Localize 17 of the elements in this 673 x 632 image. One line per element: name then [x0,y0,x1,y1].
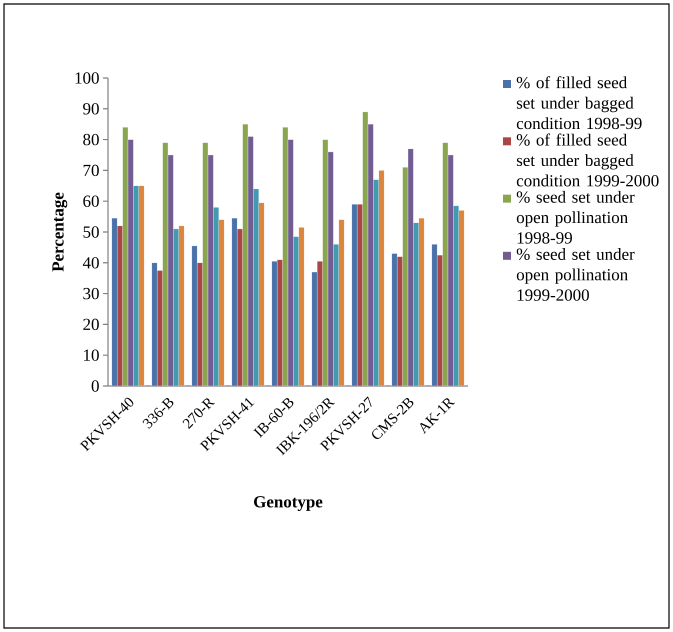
y-tick-label: 0 [92,380,99,392]
y-tick-label: 70 [84,164,99,176]
y-tick-label: 80 [83,134,99,146]
y-tick-label: 60 [83,195,99,207]
y-tick-label: 20 [83,318,99,330]
y-tick-label: 90 [83,103,99,115]
y-axis-title: Percentage [52,192,68,272]
y-tick-label: 40 [82,257,99,269]
y-tick-label: 30 [83,288,99,300]
y-tick-label: 100 [76,72,99,84]
x-axis-title: Genotype [254,496,322,511]
legend-label: % seed set under open pollination 1999-2000 [516,248,635,301]
legend-label: % seed set under open pollination 1998-99 [516,190,635,244]
y-tick-label: 50 [84,226,99,238]
legend-label: % of filled seed set under bagged condition 1998-99 [516,76,642,130]
legend-label: % of filled seed set under bagged condition 1999-2000 [516,134,659,186]
y-tick-label: 10 [84,349,99,361]
